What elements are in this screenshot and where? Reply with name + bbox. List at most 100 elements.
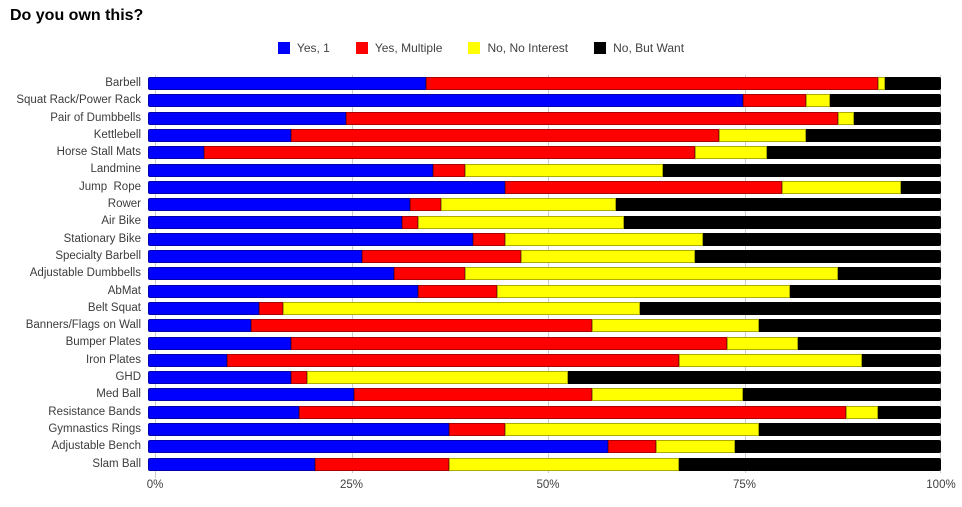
x-axis: 0% 25% 50% 75% 100%: [147, 479, 956, 495]
bar-segment: [766, 146, 941, 160]
bar-row: Med Ball: [0, 386, 941, 403]
bar-segment: [877, 77, 886, 91]
bar-segment: [465, 267, 838, 281]
bar-segment: [148, 423, 450, 437]
bar-track: [148, 129, 941, 143]
bar-segment: [314, 457, 450, 471]
bar-track: [148, 353, 941, 367]
bar-segment: [148, 336, 291, 350]
bar-segment: [148, 180, 505, 194]
category-label: Pair of Dumbbells: [50, 111, 141, 124]
bar-track: [148, 94, 941, 108]
bar-segment: [806, 94, 830, 108]
bar-segment: [354, 388, 593, 402]
bar-track: [148, 388, 941, 402]
bar-segment: [393, 267, 466, 281]
bar-segment: [734, 440, 941, 454]
bar-track: [148, 77, 941, 91]
bar-segment: [592, 388, 743, 402]
bar-row: Barbell: [0, 75, 941, 92]
bar-track: [148, 232, 941, 246]
bar-segment: [877, 405, 941, 419]
bar-track: [148, 111, 941, 125]
bar-segment: [148, 405, 299, 419]
bar-row: Adjustable Bench: [0, 438, 941, 455]
legend-label: No, No Interest: [487, 41, 569, 55]
category-label: Kettlebell: [93, 128, 141, 141]
category-label: Specialty Barbell: [55, 249, 141, 262]
category-label: Horse Stall Mats: [56, 146, 141, 159]
bar-track: [148, 180, 941, 194]
bar-segment: [148, 284, 418, 298]
category-label: Bumper Plates: [65, 336, 141, 349]
bar-segment: [695, 250, 941, 264]
bar-segment: [148, 94, 743, 108]
bar-segment: [806, 129, 941, 143]
bar-segment: [306, 371, 569, 385]
bar-track: [148, 302, 941, 315]
bar-segment: [148, 371, 291, 385]
bar-track: [148, 163, 941, 177]
category-label: Resistance Bands: [48, 405, 141, 418]
bar-segment: [568, 371, 941, 385]
bar-segment: [259, 302, 283, 315]
bar-segment: [148, 215, 402, 229]
bar-segment: [496, 284, 791, 298]
bar-track: [148, 198, 941, 212]
bar-segment: [148, 111, 347, 125]
bar-segment: [655, 440, 735, 454]
bar-segment: [504, 232, 704, 246]
bar-track: [148, 423, 941, 437]
bar-segment: [417, 284, 497, 298]
bar-segment: [148, 388, 355, 402]
bar-segment: [362, 250, 521, 264]
bar-segment: [639, 302, 941, 315]
bar-track: [148, 250, 941, 264]
bar-segment: [449, 423, 505, 437]
bar-segment: [695, 146, 767, 160]
bar-segment: [346, 111, 838, 125]
bar-segment: [853, 111, 941, 125]
bar-segment: [504, 423, 759, 437]
bar-track: [148, 215, 941, 229]
bar-segment: [465, 163, 664, 177]
bar-segment: [679, 353, 862, 367]
bar-segment: [148, 146, 204, 160]
x-axis-tick-label: 100%: [926, 479, 956, 491]
bar-segment: [758, 319, 941, 333]
bar-row: Banners/Flags on Wall: [0, 317, 941, 334]
bar-segment: [251, 319, 593, 333]
bar-track: [148, 440, 941, 454]
x-axis-tick-label: 0%: [146, 479, 164, 491]
bar-segment: [607, 440, 656, 454]
bar-track: [148, 457, 941, 471]
legend-label: Yes, 1: [296, 41, 330, 55]
x-axis-tick-label: 75%: [732, 479, 757, 491]
bar-segment: [592, 319, 759, 333]
bar-segment: [148, 163, 434, 177]
bar-segment: [148, 250, 363, 264]
bar-segment: [148, 353, 228, 367]
category-label: Iron Plates: [86, 353, 141, 366]
category-label: AbMat: [107, 284, 141, 297]
bar-row: Specialty Barbell: [0, 248, 941, 265]
bar-segment: [409, 198, 442, 212]
category-label: Adjustable Dumbbells: [29, 267, 141, 280]
bar-row: Kettlebell: [0, 127, 941, 144]
legend-item: Yes, 1: [277, 41, 330, 55]
bar-segment: [282, 302, 640, 315]
bar-row: Gymnastics Rings: [0, 421, 941, 438]
bar-segment: [837, 111, 854, 125]
bar-segment: [782, 180, 902, 194]
bar-segment: [798, 336, 941, 350]
bar-track: [148, 267, 941, 281]
bar-segment: [298, 405, 846, 419]
category-label: Landmine: [90, 163, 141, 176]
bar-segment: [227, 353, 680, 367]
bar-segment: [148, 129, 291, 143]
bar-segment: [758, 423, 941, 437]
category-label: Squat Rack/Power Rack: [16, 94, 141, 107]
legend-item: No, But Want: [594, 41, 684, 55]
chart-title: Do you own this?: [10, 7, 144, 24]
bar-segment: [901, 180, 941, 194]
